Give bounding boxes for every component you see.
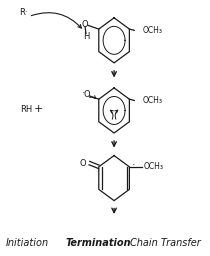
Text: OCH₃: OCH₃ (142, 26, 162, 35)
Text: ·: · (81, 88, 85, 99)
Text: RH: RH (20, 105, 32, 114)
Text: R·: R· (20, 8, 28, 17)
Text: O: O (82, 19, 88, 29)
Text: O: O (84, 90, 90, 99)
Text: Initiation: Initiation (6, 238, 49, 248)
Text: OCH₃: OCH₃ (142, 96, 162, 105)
Text: +: + (34, 104, 43, 114)
Text: ·: · (132, 160, 135, 170)
Text: O: O (79, 158, 86, 168)
Text: Chain Transfer: Chain Transfer (130, 238, 201, 248)
Text: Termination: Termination (66, 238, 131, 248)
Text: OCH₃: OCH₃ (143, 162, 163, 171)
Text: H: H (83, 31, 89, 41)
